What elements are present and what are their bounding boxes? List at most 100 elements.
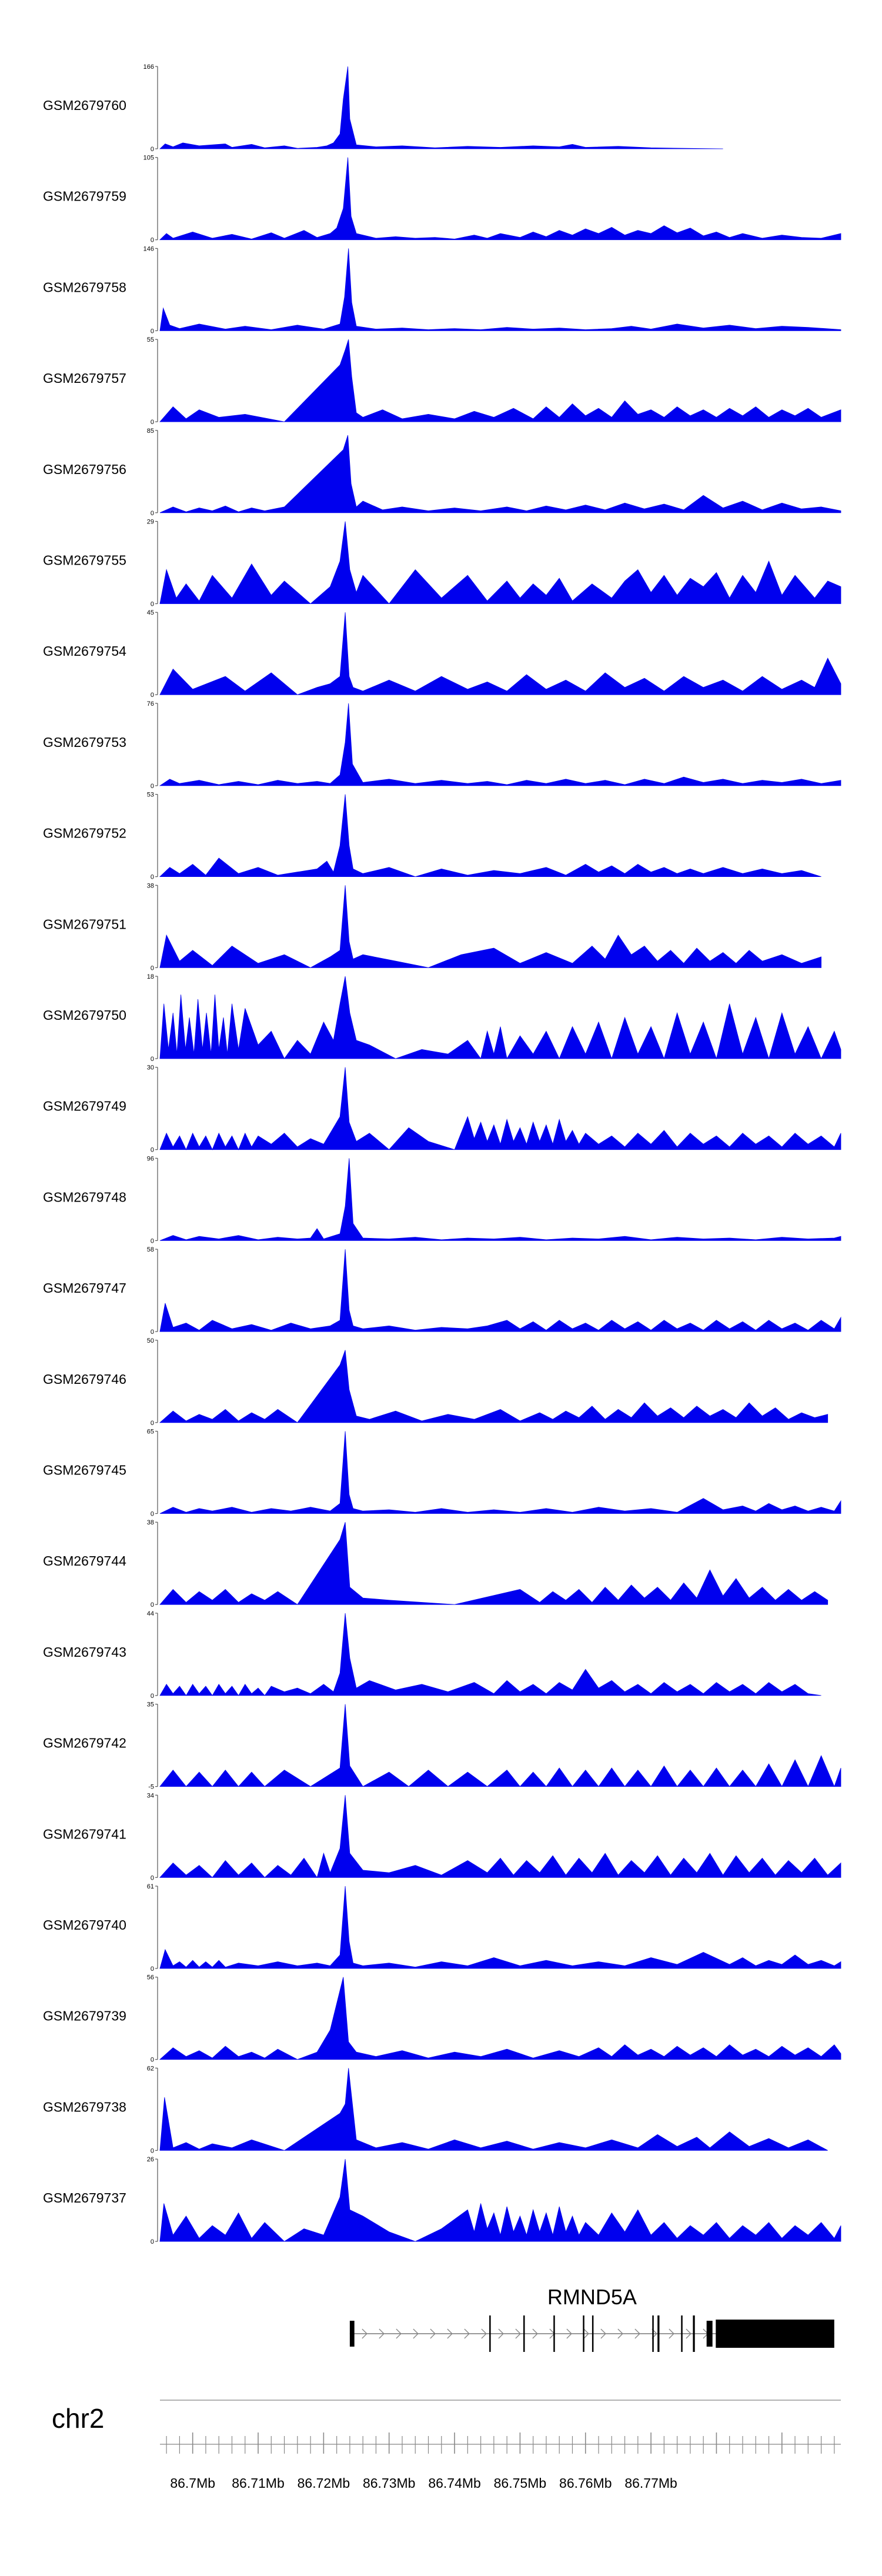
y-min-label: 0 <box>151 601 154 608</box>
track-GSM2679746: GSM2679746 50 0 <box>43 1337 828 1427</box>
strand-arrow <box>464 2328 470 2339</box>
y-min-label: 0 <box>151 328 154 335</box>
track-label: GSM2679752 <box>43 826 126 841</box>
y-max-label: 30 <box>147 1065 154 1072</box>
y-max-label: 44 <box>147 1610 154 1617</box>
strand-arrow <box>396 2328 402 2339</box>
y-min-label: 0 <box>151 237 154 244</box>
track-label: GSM2679760 <box>43 98 126 113</box>
track-GSM2679738: GSM2679738 62 0 <box>43 2065 828 2154</box>
y-max-label: 85 <box>147 428 154 435</box>
strand-arrow <box>481 2328 487 2339</box>
strand-arrow <box>686 2328 691 2339</box>
exon <box>592 2315 594 2352</box>
y-max-label: 166 <box>143 64 154 71</box>
y-max-label: 45 <box>147 609 154 616</box>
track-label: GSM2679737 <box>43 2190 126 2205</box>
coverage-area <box>159 703 841 786</box>
track-label: GSM2679739 <box>43 2008 126 2024</box>
y-min-label: 0 <box>151 146 154 153</box>
strand-arrow <box>600 2328 606 2339</box>
track-label: GSM2679738 <box>43 2099 126 2114</box>
coverage-area <box>159 1350 828 1423</box>
y-max-label: 58 <box>147 1246 154 1253</box>
track-label: GSM2679759 <box>43 189 126 204</box>
y-min-label: 0 <box>151 1147 154 1154</box>
exon <box>706 2321 713 2347</box>
track-label: GSM2679754 <box>43 643 126 659</box>
track-GSM2679753: GSM2679753 76 0 <box>43 700 841 790</box>
track-label: GSM2679742 <box>43 1736 126 1751</box>
exon <box>716 2320 834 2348</box>
coverage-area <box>159 1795 841 1878</box>
track-GSM2679752: GSM2679752 53 0 <box>43 792 821 881</box>
track-label: GSM2679740 <box>43 1917 126 1933</box>
exon <box>652 2315 654 2352</box>
track-GSM2679754: GSM2679754 45 0 <box>43 609 841 699</box>
track-GSM2679750: GSM2679750 18 0 <box>43 973 841 1063</box>
track-label: GSM2679758 <box>43 279 126 295</box>
y-min-label: 0 <box>151 1966 154 1973</box>
exon <box>523 2315 525 2352</box>
exon <box>693 2315 695 2352</box>
exon <box>349 2321 355 2347</box>
track-GSM2679739: GSM2679739 56 0 <box>43 1974 841 2064</box>
y-min-label: 0 <box>151 1693 154 1700</box>
coverage-area <box>159 1249 841 1332</box>
strand-arrow <box>362 2328 368 2339</box>
track-label: GSM2679753 <box>43 735 126 750</box>
coverage-area <box>159 976 841 1060</box>
coverage-tracks: GSM2679760 166 0 GSM2679759 105 0 GSM2679758 14… <box>43 64 841 2245</box>
strand-arrow <box>669 2328 674 2339</box>
track-label: GSM2679756 <box>43 462 126 477</box>
x-tick-label: 86.72Mb <box>298 2475 350 2491</box>
y-min-label: 0 <box>151 692 154 699</box>
strand-arrow <box>413 2328 419 2339</box>
track-GSM2679740: GSM2679740 61 0 <box>43 1883 841 1973</box>
y-min-label: 0 <box>151 510 154 517</box>
x-tick-label: 86.7Mb <box>170 2475 215 2491</box>
y-max-label: 56 <box>147 1974 154 1981</box>
track-label: GSM2679743 <box>43 1644 126 1660</box>
y-max-label: 96 <box>147 1155 154 1162</box>
track-GSM2679758: GSM2679758 146 0 <box>43 245 841 335</box>
track-GSM2679759: GSM2679759 105 0 <box>43 155 841 244</box>
y-max-label: 76 <box>147 700 154 708</box>
strand-arrow <box>498 2328 504 2339</box>
x-tick-label: 86.76Mb <box>559 2475 612 2491</box>
y-min-label: 0 <box>151 2057 154 2064</box>
y-max-label: 105 <box>143 155 154 162</box>
y-max-label: 38 <box>147 882 154 889</box>
coverage-area <box>159 339 841 422</box>
x-tick-label: 86.73Mb <box>363 2475 416 2491</box>
y-max-label: 34 <box>147 1792 154 1799</box>
y-min-label: 0 <box>151 965 154 972</box>
coverage-area <box>159 435 841 513</box>
y-min-label: 0 <box>151 1237 154 1244</box>
coverage-area <box>159 1613 821 1696</box>
track-label: GSM2679749 <box>43 1099 126 1114</box>
y-min-label: 0 <box>151 419 154 426</box>
exon <box>489 2315 491 2352</box>
track-GSM2679756: GSM2679756 85 0 <box>43 428 841 517</box>
y-min-label: 0 <box>151 1601 154 1609</box>
y-max-label: 61 <box>147 1883 154 1890</box>
x-tick-label: 86.71Mb <box>232 2475 285 2491</box>
track-GSM2679747: GSM2679747 58 0 <box>43 1246 841 1336</box>
strand-arrow <box>447 2328 453 2339</box>
strand-arrow <box>617 2328 623 2339</box>
y-max-label: 26 <box>147 2156 154 2163</box>
y-max-label: 55 <box>147 336 154 343</box>
track-GSM2679745: GSM2679745 65 0 <box>43 1429 841 1518</box>
track-GSM2679744: GSM2679744 38 0 <box>43 1519 828 1609</box>
gene-name-label: RMND5A <box>547 2285 637 2309</box>
strand-arrow <box>532 2328 538 2339</box>
track-GSM2679742: GSM2679742 35 -5 <box>43 1701 841 1791</box>
y-max-label: 35 <box>147 1701 154 1709</box>
genome-axis: chr2 86.7Mb 86.71Mb 86.72Mb 86.73Mb 86.74Mb 8… <box>52 2400 841 2491</box>
y-max-label: 146 <box>143 245 154 252</box>
exon <box>681 2315 683 2352</box>
coverage-area <box>159 521 841 605</box>
coverage-area <box>159 1067 841 1150</box>
